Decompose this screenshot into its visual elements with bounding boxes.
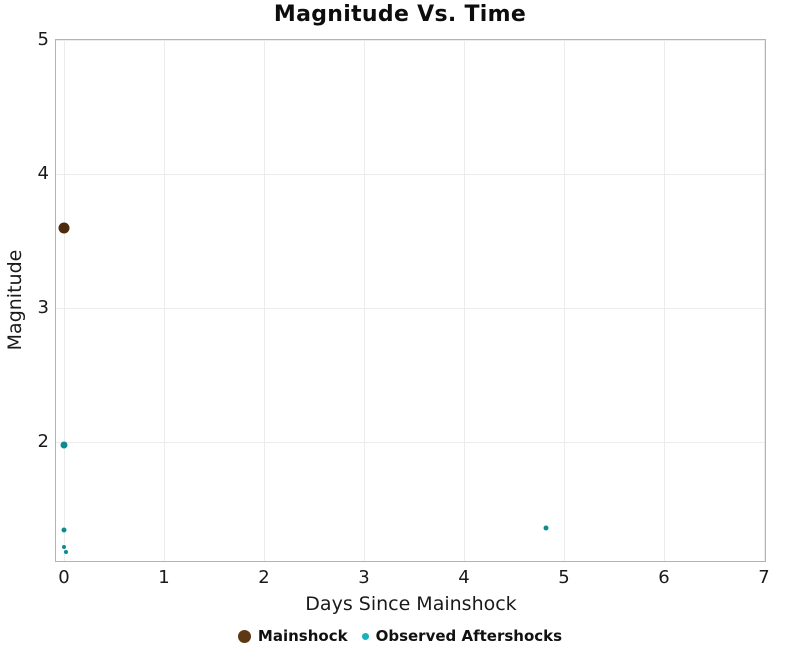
horizontal-gridline	[56, 174, 765, 176]
x-tick-label: 3	[358, 567, 370, 588]
vertical-gridline	[64, 40, 65, 561]
y-tick-label: 3	[37, 297, 49, 319]
chart-title: Magnitude Vs. Time	[273, 2, 527, 27]
horizontal-gridline	[56, 442, 765, 444]
mainshock-marker-icon	[237, 629, 251, 643]
aftershock-marker-icon	[361, 632, 369, 640]
x-tick-label: 0	[58, 567, 70, 588]
x-tick-label: 4	[458, 567, 470, 588]
aftershock-point	[61, 527, 67, 532]
vertical-gridline	[364, 40, 365, 561]
aftershock-point	[60, 441, 68, 449]
x-tick-label: 7	[758, 567, 770, 588]
vertical-gridline	[264, 40, 265, 561]
x-tick-label: 1	[158, 567, 170, 588]
horizontal-gridline	[56, 40, 765, 41]
x-tick-label: 2	[258, 567, 270, 588]
legend-label: Observed Aftershocks	[375, 627, 563, 645]
legend: Mainshock Observed Aftershocks	[0, 624, 800, 648]
aftershock-point	[62, 544, 66, 549]
horizontal-gridline	[56, 308, 765, 310]
vertical-gridline	[164, 40, 165, 561]
y-tick-label: 5	[37, 29, 49, 50]
mainshock-point	[58, 222, 70, 234]
legend-item-observed-aftershocks: Observed Aftershocks	[361, 627, 563, 645]
aftershock-point	[543, 525, 549, 531]
y-tick-label: 2	[37, 431, 49, 453]
vertical-gridline	[664, 40, 665, 561]
legend-label: Mainshock	[257, 627, 348, 645]
plot-area	[55, 39, 766, 562]
x-axis-label: Days Since Mainshock	[305, 593, 517, 615]
vertical-gridline	[464, 40, 465, 561]
aftershock-point	[64, 550, 68, 555]
vertical-gridline	[564, 40, 565, 561]
x-tick-label: 5	[558, 567, 570, 588]
vertical-gridline	[764, 40, 765, 561]
legend-item-mainshock: Mainshock	[237, 627, 348, 645]
y-tick-label: 4	[37, 163, 49, 185]
x-tick-label: 6	[658, 567, 670, 588]
y-axis-label: Magnitude	[4, 249, 26, 351]
